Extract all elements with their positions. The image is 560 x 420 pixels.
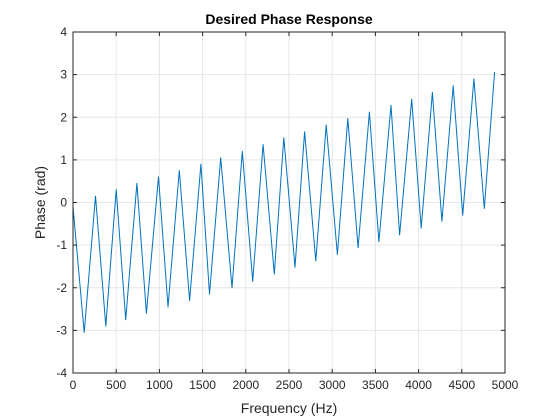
x-axis-label: Frequency (Hz) xyxy=(241,400,337,416)
x-tick-label: 3000 xyxy=(319,378,346,392)
x-tick-label: 1000 xyxy=(146,378,173,392)
chart-title: Desired Phase Response xyxy=(205,11,373,27)
y-tick-label: 0 xyxy=(60,196,67,210)
phase-series-line xyxy=(72,72,496,333)
y-tick-label: 1 xyxy=(60,153,67,167)
x-tick-label: 0 xyxy=(70,378,77,392)
y-axis-label: Phase (rad) xyxy=(32,166,48,239)
x-tick-label: 4500 xyxy=(448,378,475,392)
y-tick-label: 2 xyxy=(60,110,67,124)
x-tick-label: 3500 xyxy=(362,378,389,392)
y-axis: -4 -3 -2 -1 0 1 2 3 4 xyxy=(56,25,505,380)
series-layer xyxy=(72,72,496,333)
x-tick-label: 4000 xyxy=(405,378,432,392)
y-tick-label: -2 xyxy=(56,281,67,295)
x-tick-label: 2500 xyxy=(276,378,303,392)
y-tick-label: -3 xyxy=(56,323,67,337)
x-tick-label: 5000 xyxy=(492,378,519,392)
y-tick-label: -4 xyxy=(56,366,67,380)
y-tick-label: -1 xyxy=(56,238,67,252)
x-axis: 0 500 1000 1500 2000 2500 3000 3500 4000 4500 5000 xyxy=(70,32,519,392)
x-tick-label: 500 xyxy=(106,378,126,392)
x-tick-label: 2000 xyxy=(232,378,259,392)
x-tick-label: 1500 xyxy=(189,378,216,392)
y-tick-label: 4 xyxy=(60,25,67,39)
y-tick-label: 3 xyxy=(60,68,67,82)
